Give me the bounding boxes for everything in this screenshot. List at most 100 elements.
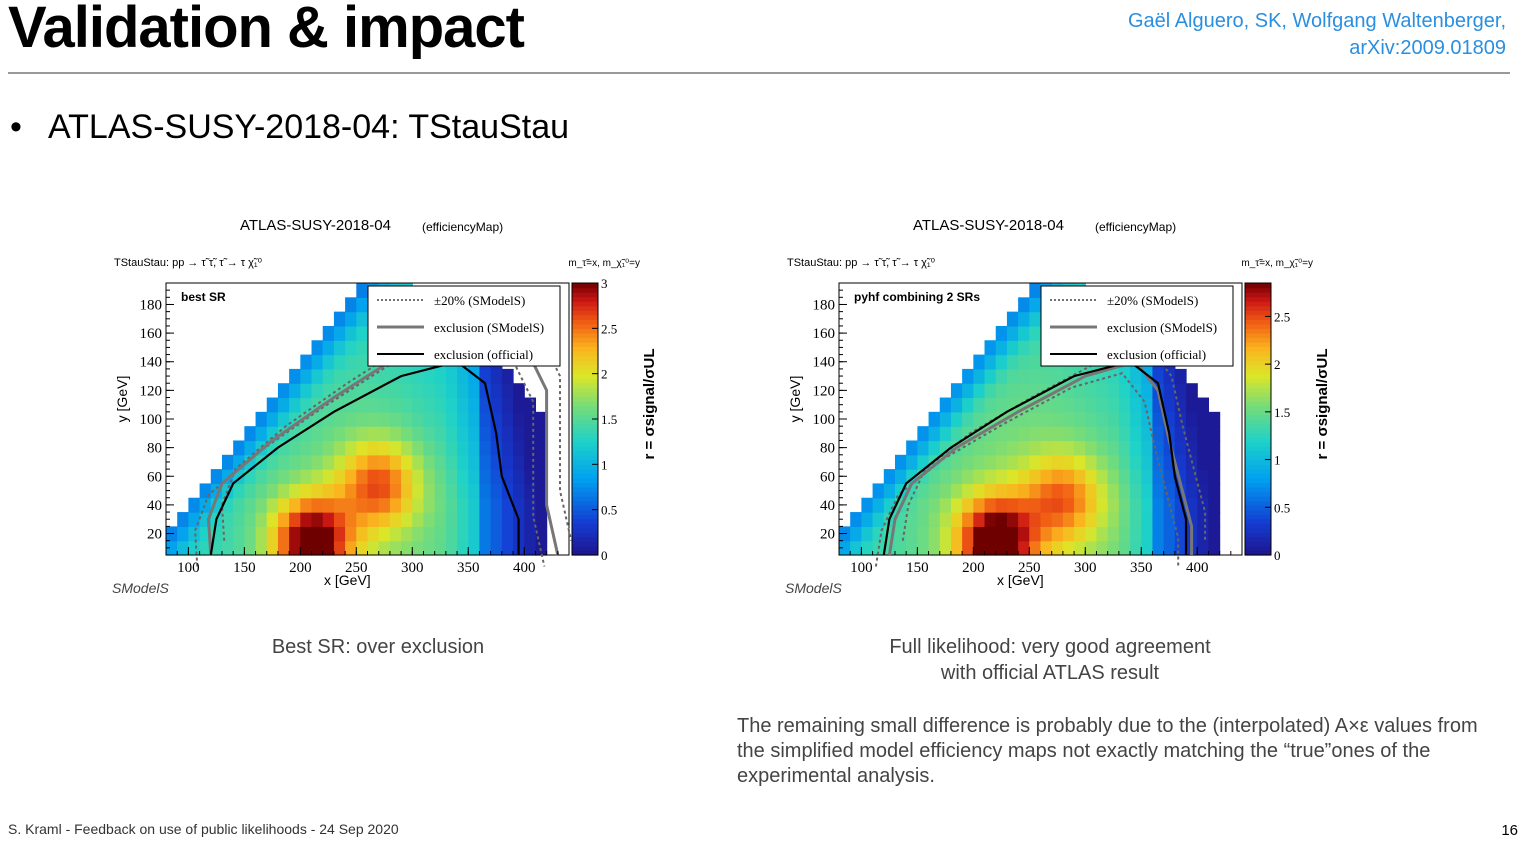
colorbar-tick-label: 2.5 <box>601 321 617 336</box>
heatmap-cell <box>1096 411 1109 427</box>
heatmap-cell <box>401 483 413 499</box>
heatmap-cell <box>468 483 481 499</box>
heatmap-cell <box>255 454 268 470</box>
colorbar-segment <box>1245 346 1271 352</box>
heatmap-cell <box>1051 368 1064 384</box>
heatmap-cell <box>1006 483 1019 499</box>
heatmap-cell <box>1141 411 1154 427</box>
heatmap-cell <box>1040 397 1053 413</box>
heatmap-cell <box>535 440 548 456</box>
heatmap-cell <box>1208 497 1221 513</box>
heatmap-cell <box>311 354 324 370</box>
bullet-dot-icon: • <box>10 108 22 146</box>
heatmap-cell <box>950 497 963 513</box>
heatmap-cell <box>322 483 335 499</box>
heatmap-cell <box>1074 440 1086 456</box>
arxiv-reference: arXiv:2009.01809 <box>1349 37 1506 59</box>
y-tick-label: 160 <box>140 326 163 342</box>
heatmap-cell <box>1040 497 1053 513</box>
heatmap-cell <box>210 483 223 499</box>
colorbar-segment <box>572 409 598 416</box>
colorbar-segment <box>572 437 598 443</box>
colorbar-segment <box>1245 423 1271 429</box>
heatmap-cell <box>1163 526 1176 542</box>
heatmap-cell <box>939 469 952 485</box>
heatmap-cell <box>401 540 413 556</box>
heatmap-cell <box>962 411 974 427</box>
smodels-logo: SModelS <box>785 580 842 596</box>
heatmap-cell <box>1006 426 1019 442</box>
smodels-band-lower-curve <box>874 372 1180 567</box>
heatmap-cell <box>412 440 425 456</box>
heatmap-cell <box>1040 368 1053 384</box>
heatmap-cell <box>345 325 357 341</box>
heatmap-cell <box>277 512 290 527</box>
x-tick-label: 350 <box>1130 560 1153 576</box>
heatmap-cell <box>401 497 413 513</box>
heatmap-cell <box>177 540 189 556</box>
heatmap-cell <box>356 283 369 298</box>
heatmap-cell <box>345 297 357 313</box>
colorbar-segment <box>572 446 598 452</box>
heatmap-cell <box>1208 512 1221 527</box>
colorbar-segment <box>1245 351 1271 357</box>
heatmap-cell <box>457 512 469 527</box>
heatmap-cell <box>850 526 862 542</box>
colorbar-segment <box>572 419 598 425</box>
heatmap-cell <box>1208 540 1221 556</box>
colorbar-frame <box>1244 282 1272 556</box>
heatmap-cell <box>1062 383 1075 399</box>
colorbar-segment <box>1245 301 1271 307</box>
heatmap-cell <box>1107 454 1120 470</box>
heatmap-cell <box>479 397 492 413</box>
heatmap-cell <box>984 526 997 542</box>
heatmap-cell <box>445 469 458 485</box>
heatmap-cell <box>345 383 357 399</box>
heatmap-cell <box>199 540 212 556</box>
heatmap-cell <box>1152 483 1165 499</box>
heatmap-cell <box>1163 454 1176 470</box>
colorbar-segment <box>1245 305 1271 311</box>
heatmap-cell <box>1006 526 1019 542</box>
y-tick-label: 100 <box>813 412 836 428</box>
heatmap-cell <box>872 483 885 499</box>
heatmap-cell <box>289 469 301 485</box>
colorbar-segment <box>1245 296 1271 302</box>
heatmap-cell <box>524 440 537 456</box>
heatmap-cell <box>1029 354 1042 370</box>
heatmap-cell <box>1118 454 1131 470</box>
heatmap-cell <box>1174 411 1187 427</box>
heatmap-cell <box>412 469 425 485</box>
heatmap-cell <box>244 483 257 499</box>
heatmap-cell <box>412 426 425 442</box>
colorbar-axis-label: r = σsignal/σUL <box>1314 349 1331 460</box>
heatmap-cell <box>839 540 851 556</box>
chart-pyhf-combined: ATLAS-SUSY-2018-04 (efficiencyMap) TStauSt… <box>773 210 1413 610</box>
heatmap-cell <box>333 426 346 442</box>
heatmap-cell <box>1085 411 1098 427</box>
heatmap-cell <box>389 526 402 542</box>
heatmap-cell <box>1141 469 1154 485</box>
heatmap-cell <box>1018 483 1030 499</box>
heatmap-cell <box>490 411 503 427</box>
heatmap-cell <box>311 483 324 499</box>
heatmap-cell <box>255 497 268 513</box>
heatmap-cell <box>445 397 458 413</box>
heatmap-cell <box>1085 383 1098 399</box>
heatmap-cell <box>490 512 503 527</box>
heatmap-cell <box>244 540 257 556</box>
heatmap-cell <box>1118 512 1131 527</box>
heatmap-cell <box>962 454 974 470</box>
heatmap-cell <box>928 483 941 499</box>
heatmap-cell <box>322 497 335 513</box>
heatmap-cell <box>1208 526 1221 542</box>
colorbar-segment <box>572 382 598 388</box>
heatmap-cell <box>311 526 324 542</box>
heatmap-cell <box>1018 340 1030 356</box>
mass-note: m_τ̃=x, m_χ̃₁⁰=y <box>1241 258 1313 269</box>
colorbar-segment <box>572 283 598 289</box>
heatmap-cell <box>445 512 458 527</box>
heatmap-cell <box>289 540 301 556</box>
colorbar: 0 0.5 1 1.5 2 2.5 <box>1244 282 1290 563</box>
heatmap-cell <box>1141 426 1154 442</box>
